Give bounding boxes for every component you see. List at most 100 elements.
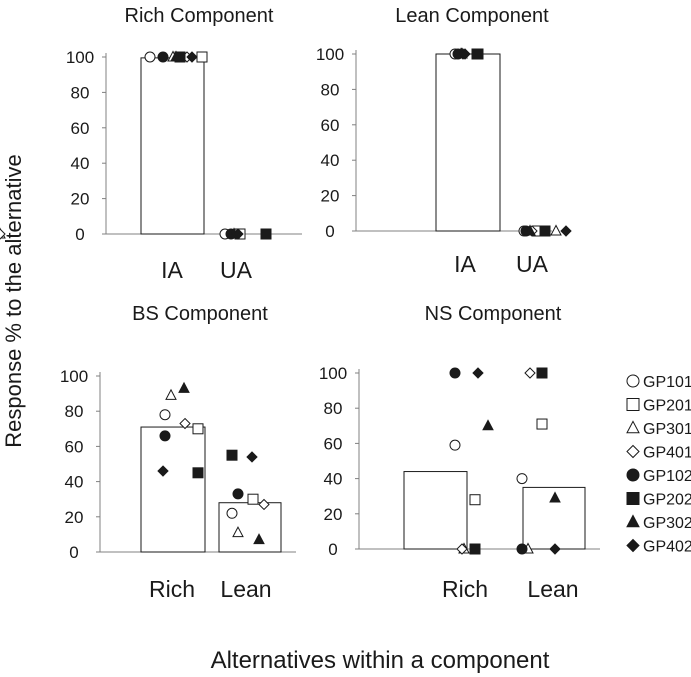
bar bbox=[435, 53, 501, 232]
data-point bbox=[449, 439, 461, 451]
legend-marker bbox=[626, 514, 640, 528]
y-tick-label: 100 bbox=[316, 45, 344, 64]
y-tick-label: 60 bbox=[324, 434, 343, 453]
y-tick-label: 40 bbox=[321, 151, 340, 170]
data-point bbox=[471, 48, 483, 60]
data-point bbox=[539, 225, 551, 237]
y-tick-label: 60 bbox=[321, 116, 340, 135]
y-tick-label: 0 bbox=[325, 222, 334, 241]
chart-title: BS Component bbox=[132, 303, 268, 325]
y-tick-label: 40 bbox=[324, 470, 343, 489]
y-tick-label: 20 bbox=[65, 508, 84, 527]
chart-panel: Rich Component 0 20 40 60 80 100 IA UA bbox=[0, 5, 302, 283]
bar bbox=[140, 426, 206, 553]
x-tick-label: Rich bbox=[149, 576, 195, 602]
y-tick-label: 80 bbox=[324, 399, 343, 418]
data-point bbox=[178, 381, 190, 393]
y-tick-label: 20 bbox=[71, 190, 90, 209]
chart-title: NS Component bbox=[425, 303, 562, 325]
data-point bbox=[196, 51, 208, 63]
data-point bbox=[260, 228, 272, 240]
data-point bbox=[226, 449, 238, 461]
y-tick-label: 0 bbox=[69, 543, 78, 562]
data-point bbox=[516, 473, 528, 485]
data-point bbox=[0, 228, 6, 240]
legend-label: GP202 bbox=[643, 492, 691, 509]
data-point bbox=[549, 543, 561, 555]
legend-marker bbox=[626, 468, 640, 482]
data-point bbox=[232, 488, 244, 500]
legend-marker bbox=[626, 374, 640, 388]
data-point bbox=[536, 418, 548, 430]
data-point bbox=[144, 51, 156, 63]
data-point bbox=[549, 491, 561, 503]
legend-item: GP102 bbox=[626, 468, 691, 485]
y-tick-label: 100 bbox=[319, 364, 347, 383]
chart-title: Lean Component bbox=[395, 5, 549, 27]
y-tick-label: 60 bbox=[71, 119, 90, 138]
chart-panel: BS Component 0 20 40 60 80 100 Rich Lean bbox=[60, 303, 296, 602]
data-point bbox=[550, 224, 562, 236]
data-point bbox=[472, 367, 484, 379]
x-tick-label: UA bbox=[516, 251, 549, 277]
y-tick-label: 80 bbox=[321, 80, 340, 99]
data-point bbox=[449, 367, 461, 379]
data-point bbox=[192, 423, 204, 435]
y-tick-label: 40 bbox=[65, 473, 84, 492]
legend-marker bbox=[626, 444, 640, 459]
data-point bbox=[157, 465, 169, 477]
x-axis-label: Alternatives within a component bbox=[211, 647, 550, 674]
data-point bbox=[469, 494, 481, 506]
bar bbox=[140, 57, 205, 235]
data-point bbox=[159, 430, 171, 442]
legend-item: GP301 bbox=[626, 420, 691, 438]
data-point bbox=[179, 417, 191, 430]
chart-panel: NS Component 0 20 40 60 80 100 Rich Lean bbox=[319, 303, 600, 602]
legend-marker bbox=[626, 492, 640, 505]
legend-item: GP402 bbox=[626, 538, 691, 556]
chart-panel: Lean Component 0 20 40 60 80 100 IA UA bbox=[316, 5, 572, 277]
x-tick-label: UA bbox=[220, 257, 253, 283]
data-point bbox=[560, 225, 572, 237]
y-tick-label: 80 bbox=[71, 83, 90, 102]
legend-label: GP101 bbox=[643, 374, 691, 391]
data-point bbox=[524, 367, 536, 379]
legend-item: GP101 bbox=[626, 374, 691, 391]
data-point bbox=[456, 543, 468, 555]
legend-label: GP401 bbox=[643, 445, 691, 462]
y-tick-label: 20 bbox=[321, 187, 340, 206]
legend-item: GP401 bbox=[626, 444, 691, 462]
data-point bbox=[536, 367, 548, 379]
data-point bbox=[159, 409, 171, 421]
legend-label: GP102 bbox=[643, 468, 691, 485]
legend: GP101 GP201 GP301 GP401 GP102 GP202 GP302 GP402 bbox=[626, 374, 691, 556]
data-point bbox=[170, 50, 182, 62]
y-tick-label: 60 bbox=[65, 437, 84, 456]
y-axis-label: Response % to the alternative bbox=[1, 154, 26, 448]
x-tick-label: IA bbox=[454, 251, 476, 277]
data-point bbox=[253, 533, 265, 545]
legend-item: GP302 bbox=[626, 514, 691, 532]
y-tick-label: 40 bbox=[71, 154, 90, 173]
data-point bbox=[482, 419, 494, 431]
y-tick-label: 100 bbox=[60, 367, 88, 386]
legend-label: GP201 bbox=[643, 398, 691, 415]
data-point bbox=[192, 467, 204, 479]
x-tick-label: Rich bbox=[442, 576, 488, 602]
data-point bbox=[246, 451, 258, 463]
data-point bbox=[516, 543, 528, 555]
legend-label: GP302 bbox=[643, 515, 691, 532]
y-tick-label: 100 bbox=[66, 48, 94, 67]
y-tick-label: 0 bbox=[328, 540, 337, 559]
data-point bbox=[165, 388, 177, 400]
legend-marker bbox=[626, 538, 640, 553]
bar bbox=[403, 471, 468, 550]
legend-item: GP201 bbox=[626, 398, 691, 415]
legend-label: GP402 bbox=[643, 539, 691, 556]
data-point bbox=[232, 526, 244, 538]
legend-item: GP202 bbox=[626, 492, 691, 509]
y-tick-label: 0 bbox=[75, 225, 84, 244]
data-point bbox=[459, 48, 471, 60]
